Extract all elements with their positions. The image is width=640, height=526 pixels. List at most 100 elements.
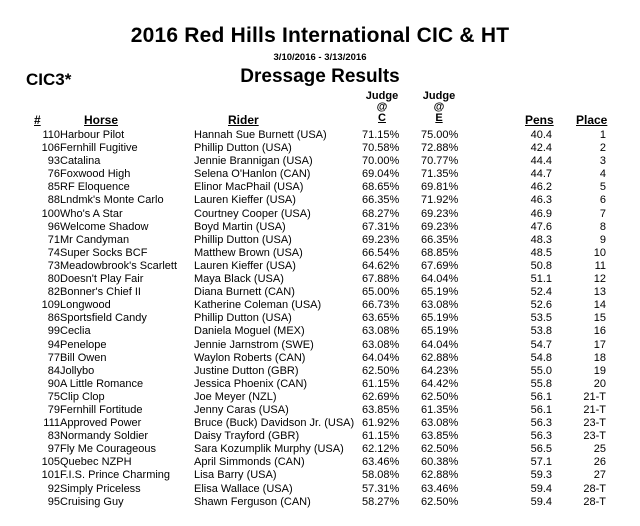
rider-name: Joe Meyer (NZL)	[194, 390, 277, 403]
entry-number: 73	[47, 259, 60, 272]
placing: 2	[599, 142, 606, 155]
penalties: 59.4	[530, 495, 552, 508]
judge-c-header: Judge @ C	[357, 91, 407, 124]
rider-name: Jessica Phoenix (CAN)	[194, 377, 308, 390]
judge-c-score: 61.15%	[362, 430, 400, 443]
penalties: 44.7	[530, 168, 552, 181]
judge-c-score: 69.23%	[362, 233, 400, 246]
table-row: 83 Normandy Soldier Daisy Trayford (GBR) 61…	[0, 430, 640, 443]
judge-e-score: 71.35%	[421, 168, 459, 181]
table-row: 99 Ceclia Daniela Moguel (MEX) 63.08% 65.19%…	[0, 325, 640, 338]
horse-name: Mr Candyman	[60, 233, 130, 246]
penalties: 42.4	[530, 142, 552, 155]
judge-c-score: 58.27%	[362, 495, 400, 508]
placing: 23-T	[583, 430, 606, 443]
judge-c-letter: C	[378, 112, 386, 124]
penalties: 57.1	[530, 456, 552, 469]
judge-e-score: 62.50%	[421, 443, 459, 456]
table-row: 79 Fernhill Fortitude Jenny Caras (USA) 63.…	[0, 404, 640, 417]
entry-number: 86	[47, 312, 60, 325]
judge-c-score: 63.85%	[362, 403, 400, 416]
entry-number: 101	[41, 469, 60, 482]
judge-e-label: Judge	[422, 90, 456, 102]
rider-name: Phillip Dutton (USA)	[194, 312, 292, 325]
horse-name: Sportsfield Candy	[60, 312, 147, 325]
table-row: 88 Lndmk's Monte Carlo Lauren Kieffer (USA…	[0, 194, 640, 207]
judge-e-score: 62.88%	[421, 469, 459, 482]
horse-name: Foxwood High	[60, 168, 131, 181]
rider-name: Courtney Cooper (USA)	[194, 207, 311, 220]
penalties: 54.8	[530, 351, 552, 364]
judge-e-score: 63.85%	[421, 430, 459, 443]
horse-name: Welcome Shadow	[60, 220, 149, 233]
penalties: 56.3	[530, 417, 552, 430]
placing: 18	[593, 351, 606, 364]
table-row: 80 Doesn't Play Fair Maya Black (USA) 67.88…	[0, 273, 640, 286]
entry-number: 111	[43, 417, 60, 430]
entry-number: 80	[47, 273, 60, 286]
penalties: 52.4	[530, 286, 552, 299]
table-row: 73 Meadowbrook's Scarlett Lauren Kieffer (…	[0, 260, 640, 273]
penalties: 52.6	[530, 299, 552, 312]
rider-name: Bruce (Buck) Davidson Jr. (USA)	[194, 417, 355, 430]
placing: 20	[593, 377, 606, 390]
penalties: 56.3	[530, 430, 552, 443]
judge-e-score: 65.19%	[421, 312, 459, 325]
penalties: 55.0	[530, 364, 552, 377]
judge-e-score: 69.23%	[421, 220, 459, 233]
horse-name: Meadowbrook's Scarlett	[60, 259, 178, 272]
rider-name: Boyd Martin (USA)	[194, 220, 286, 233]
placing: 4	[599, 168, 606, 181]
table-row: 75 Clip Clop Joe Meyer (NZL) 62.69% 62.50% 56…	[0, 391, 640, 404]
judge-e-score: 71.92%	[421, 194, 459, 207]
placing: 15	[593, 312, 606, 325]
judge-e-score: 69.81%	[421, 181, 459, 194]
column-header-pens: Pens	[525, 113, 554, 127]
judge-c-score: 57.31%	[362, 482, 400, 495]
table-row: 93 Catalina Jennie Brannigan (USA) 70.00% 70…	[0, 155, 640, 168]
placing: 23-T	[583, 417, 606, 430]
judge-c-score: 70.00%	[362, 155, 400, 168]
penalties: 46.9	[530, 207, 552, 220]
rider-name: Selena O'Hanlon (CAN)	[194, 168, 311, 181]
horse-name: Longwood	[60, 299, 111, 312]
placing: 26	[593, 456, 606, 469]
penalties: 40.4	[530, 129, 552, 141]
judge-e-at: @	[433, 101, 445, 113]
table-row: 97 Fly Me Courageous Sara Kozumplik Murphy…	[0, 443, 640, 456]
rider-name: Katherine Coleman (USA)	[194, 299, 322, 312]
judge-c-score: 66.73%	[362, 299, 400, 312]
rider-name: Elinor MacPhail (USA)	[194, 181, 304, 194]
rider-name: Shawn Ferguson (CAN)	[194, 495, 311, 508]
rider-name: Jenny Caras (USA)	[194, 403, 289, 416]
rider-name: Phillip Dutton (USA)	[194, 142, 292, 155]
judge-e-score: 70.77%	[421, 155, 459, 168]
judge-c-score: 58.08%	[362, 469, 400, 482]
entry-number: 106	[41, 142, 60, 155]
table-row: 85 RF Eloquence Elinor MacPhail (USA) 68.65…	[0, 181, 640, 194]
judge-c-score: 68.27%	[362, 207, 400, 220]
placing: 3	[599, 155, 606, 168]
penalties: 55.8	[530, 377, 552, 390]
entry-number: 76	[47, 168, 60, 181]
entry-number: 95	[47, 495, 60, 508]
document-title: 2016 Red Hills International CIC & HT	[130, 24, 510, 47]
judge-c-score: 64.04%	[362, 351, 400, 364]
judge-c-score: 64.62%	[362, 259, 400, 272]
placing: 12	[593, 273, 606, 286]
placing: 10	[593, 246, 606, 259]
judge-e-score: 64.04%	[421, 338, 459, 351]
horse-name: Super Socks BCF	[60, 246, 148, 259]
competition-level: CIC3*	[26, 70, 72, 89]
horse-name: Jollybo	[60, 364, 95, 377]
judge-c-score: 61.15%	[362, 377, 400, 390]
table-row: 94 Penelope Jennie Jarnstrom (SWE) 63.08% 64…	[0, 339, 640, 352]
table-row: 71 Mr Candyman Phillip Dutton (USA) 69.23% 6…	[0, 234, 640, 247]
judge-e-score: 65.19%	[421, 286, 459, 299]
placing: 28-T	[583, 495, 606, 508]
judge-e-score: 63.08%	[421, 299, 459, 312]
judge-c-score: 62.50%	[362, 364, 400, 377]
rider-name: Justine Dutton (GBR)	[194, 364, 299, 377]
rider-name: Jennie Jarnstrom (SWE)	[194, 338, 314, 351]
entry-number: 100	[41, 207, 60, 220]
